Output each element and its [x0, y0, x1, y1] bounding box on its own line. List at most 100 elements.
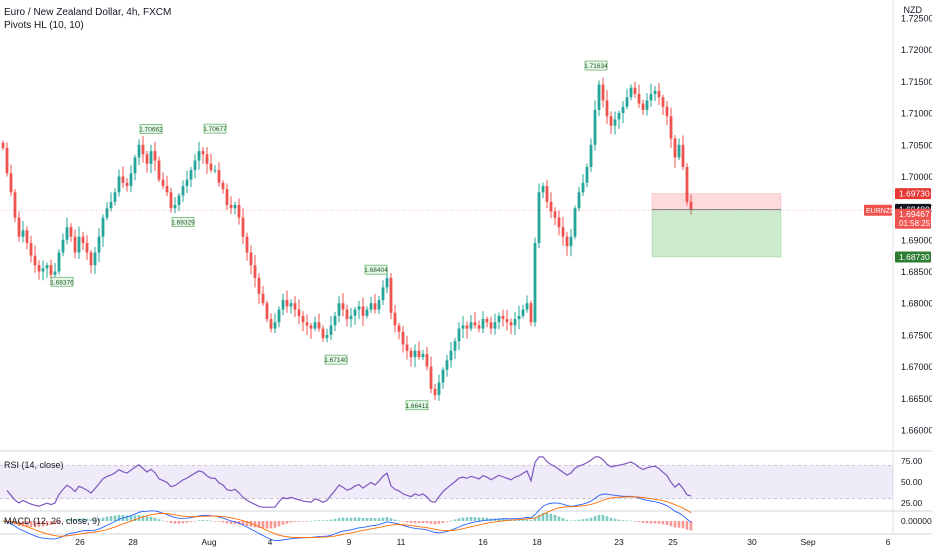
macd-hist-bar [213, 521, 217, 522]
candle-body [85, 243, 89, 253]
rsi-label[interactable]: RSI (14, close) [4, 460, 64, 470]
candle-body [241, 217, 245, 237]
candle-body [529, 303, 533, 323]
time-tick: 4 [268, 537, 273, 547]
candle-body [453, 341, 457, 351]
candle-body [401, 331, 405, 345]
macd-hist-bar [613, 518, 617, 521]
price-tick: 1.67000 [901, 362, 932, 372]
stop-price-tag: 1.69730 [895, 188, 931, 200]
candle-body [81, 236, 85, 244]
macd-hist-bar [661, 521, 665, 525]
candle-body [49, 265, 53, 275]
macd-hist-bar [233, 521, 237, 525]
macd-hist-bar [117, 514, 121, 521]
time-tick: 25 [668, 537, 678, 547]
candle-body [521, 309, 525, 316]
candle-body [45, 265, 49, 269]
candle-body [485, 319, 489, 323]
candle-body [233, 204, 237, 209]
candle-body [653, 90, 657, 95]
macd-hist-bar [181, 521, 185, 524]
currency-label[interactable]: NZD [903, 5, 923, 15]
macd-hist-bar [465, 517, 469, 521]
candle-body [341, 303, 345, 310]
candle-body [649, 94, 653, 101]
macd-hist-bar [25, 521, 29, 527]
candle-body [461, 325, 465, 329]
macd-hist-bar [73, 518, 77, 521]
candle-body [293, 303, 297, 310]
macd-hist-bar [649, 521, 653, 524]
symbol-title[interactable]: Euro / New Zealand Dollar, 4h, FXCM [4, 7, 172, 18]
candle-body [289, 303, 293, 307]
candle-body [161, 179, 165, 186]
macd-hist-bar [329, 519, 333, 521]
candle-body [421, 353, 425, 358]
macd-hist-bar [365, 518, 369, 521]
candle-body [477, 325, 481, 329]
last-price-tag-text: 1.69467 [899, 209, 930, 219]
candle-body [105, 208, 109, 218]
macd-label[interactable]: MACD (12, 26, close, 9) [4, 516, 101, 526]
macd-hist-bar [81, 518, 85, 521]
macd-hist-bar [529, 520, 533, 521]
pivot-label: 1.66411 [405, 400, 429, 411]
price-tick: 1.71000 [901, 109, 932, 119]
candle-body [433, 388, 437, 396]
macd-hist-bar [537, 514, 541, 521]
macd-hist-bar [573, 520, 577, 521]
macd-hist-bar [37, 521, 41, 528]
price-tick: 1.69000 [901, 235, 932, 245]
candle-body [553, 211, 557, 218]
macd-hist-bar [589, 517, 593, 521]
time-tick: 30 [747, 537, 757, 547]
stop-price-tag-box [895, 188, 931, 200]
candle-body [601, 84, 605, 101]
macd-hist-bar [653, 521, 657, 524]
candle-body [449, 350, 453, 361]
macd-hist-bar [225, 521, 229, 524]
candle-body [317, 322, 321, 329]
candle-body [513, 319, 517, 326]
candle-body [53, 271, 57, 275]
time-tick: 9 [347, 537, 352, 547]
macd-hist-bar [41, 521, 45, 527]
candle-body [589, 144, 593, 167]
candle-body [489, 322, 493, 329]
macd-hist-bar [217, 521, 221, 522]
candle-body [641, 103, 645, 110]
pivot-value: 1.68404 [364, 267, 388, 274]
macd-hist-bar [333, 518, 337, 521]
candle-body [169, 192, 173, 209]
price-tick: 1.72000 [901, 45, 932, 55]
macd-hist-bar [125, 515, 129, 521]
price-tick: 1.67500 [901, 330, 932, 340]
candle-body [5, 147, 9, 174]
macd-hist-bar [229, 521, 233, 524]
macd-hist-bar [673, 521, 677, 528]
candle-body [193, 160, 197, 171]
symbol-tag-text: EURNZD [866, 208, 895, 215]
macd-hist-bar [425, 521, 429, 524]
macd-hist-bar [525, 519, 529, 521]
macd-hist-bar [413, 521, 417, 524]
candle-body [321, 328, 325, 339]
candle-body [613, 119, 617, 126]
indicator-title[interactable]: Pivots HL (10, 10) [4, 20, 84, 31]
candle-body [565, 236, 569, 247]
macd-hist-bar [441, 521, 445, 523]
macd-hist-bar [297, 521, 301, 522]
candle-body [213, 170, 217, 172]
macd-hist-bar [289, 521, 293, 523]
macd-hist-bar [69, 518, 73, 521]
macd-hist-bar [581, 519, 585, 521]
price-tick: 1.70000 [901, 172, 932, 182]
candle-body [677, 144, 681, 158]
candle-body [465, 325, 469, 329]
macd-hist-bar [389, 518, 393, 521]
pivot-box [324, 354, 348, 365]
candle-body [305, 322, 309, 326]
candle-body [69, 227, 73, 237]
